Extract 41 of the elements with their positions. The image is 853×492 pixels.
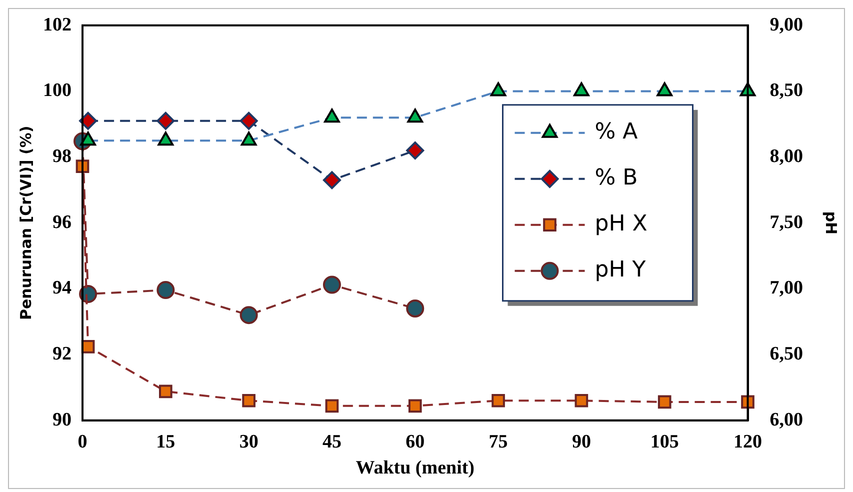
x-tick-label: 0	[78, 432, 88, 453]
y2-axis-title: pH	[822, 211, 840, 235]
legend-label: % A	[594, 120, 638, 145]
point	[658, 395, 672, 409]
y-tick-label: 100	[43, 80, 72, 102]
point	[156, 281, 175, 300]
y-tick-label: 90	[52, 409, 72, 430]
point	[159, 384, 172, 398]
legend-label: pH X	[594, 212, 648, 237]
point	[322, 276, 341, 294]
point	[408, 399, 422, 413]
y2-tick-label: 6,00	[770, 409, 803, 430]
point	[242, 394, 256, 408]
x-tick-label: 45	[322, 432, 342, 453]
y-tick-label: 94	[52, 278, 72, 299]
x-axis-title: Waktu (menit)	[356, 458, 474, 479]
y-axis-title: Penurunan [Cr(VI)] (%)	[16, 126, 35, 320]
point	[574, 394, 588, 408]
y2-tick-label: 8,00	[770, 146, 803, 167]
y-tick-label: 98	[52, 146, 72, 167]
y2-tick-label: 8,50	[770, 80, 803, 102]
point	[406, 299, 424, 318]
y2-tick-label: 6,50	[770, 343, 803, 364]
y-tick-label: 102	[43, 14, 72, 36]
y2-tick-label: 9,00	[770, 14, 803, 36]
legend-label: % B	[594, 166, 638, 191]
x-tick-label: 120	[734, 432, 762, 453]
point	[325, 399, 339, 413]
x-tick-label: 60	[406, 432, 425, 453]
y2-tick-label: 7,50	[770, 212, 803, 233]
y-tick-label: 96	[52, 212, 72, 233]
x-tick-label: 105	[650, 432, 679, 453]
y2-tick-label: 7,00	[770, 278, 803, 299]
x-tick-label: 30	[239, 432, 258, 453]
point	[240, 306, 258, 324]
x-tick-label: 15	[156, 432, 176, 453]
legend-label: pH Y	[594, 258, 646, 283]
x-tick-label: 90	[572, 432, 591, 453]
point	[492, 394, 505, 408]
y-tick-label: 92	[52, 343, 72, 364]
x-tick-label: 75	[488, 432, 508, 453]
